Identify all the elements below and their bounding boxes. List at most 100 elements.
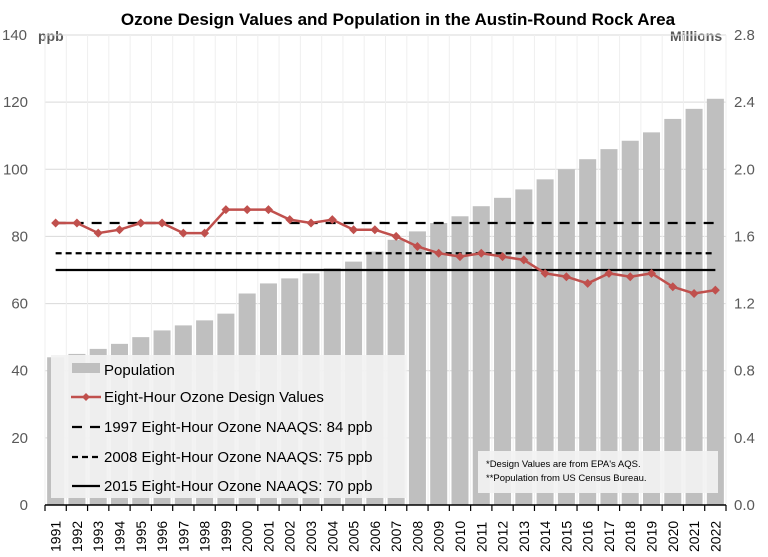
x-tick-label: 2006 bbox=[367, 521, 383, 552]
ozone-point bbox=[710, 285, 720, 295]
ozone-point bbox=[114, 225, 124, 235]
ozone-point bbox=[51, 218, 61, 228]
legend-label: Eight-Hour Ozone Design Values bbox=[104, 389, 324, 406]
x-tick-label: 2010 bbox=[452, 521, 468, 552]
population-bar bbox=[408, 231, 426, 505]
ozone-line bbox=[51, 205, 720, 298]
ozone-point bbox=[668, 282, 678, 292]
x-tick-label: 2011 bbox=[473, 522, 489, 552]
note-text: **Population from US Census Bureau. bbox=[486, 473, 647, 484]
left-tick-label: 120 bbox=[3, 94, 28, 111]
ozone-point bbox=[689, 289, 699, 298]
x-tick-label: 1995 bbox=[133, 521, 149, 552]
ozone-point bbox=[412, 242, 422, 251]
ozone-point bbox=[306, 218, 316, 228]
x-tick-label: 2008 bbox=[409, 521, 425, 552]
notes-background bbox=[478, 451, 718, 493]
population-bar bbox=[706, 98, 724, 506]
ozone-point bbox=[72, 218, 82, 228]
population-bar bbox=[685, 108, 703, 505]
left-tick-label: 0 bbox=[20, 497, 28, 514]
legend: Population Eight-Hour Ozone Design Values… bbox=[51, 355, 406, 498]
right-tick-label: 2.8 bbox=[734, 27, 755, 44]
ozone-point bbox=[221, 205, 231, 215]
x-tick-label: 2004 bbox=[324, 521, 340, 552]
x-tick-label: 2012 bbox=[495, 521, 511, 552]
ozone-point bbox=[604, 268, 614, 278]
left-tick-label: 60 bbox=[11, 296, 28, 313]
ozone-point bbox=[200, 228, 210, 238]
right-tick-label: 1.6 bbox=[734, 228, 755, 245]
right-axis-unit: Millions bbox=[670, 28, 722, 44]
x-tick-label: 1994 bbox=[111, 521, 127, 552]
x-tick-label: 2000 bbox=[239, 521, 255, 552]
ozone-series-line bbox=[55, 208, 716, 295]
population-bar bbox=[494, 197, 512, 506]
right-tick-label: 1.2 bbox=[734, 296, 755, 313]
population-bar bbox=[536, 179, 554, 505]
legend-swatch-population bbox=[72, 363, 100, 373]
left-tick-label: 100 bbox=[3, 161, 28, 178]
ozone-point bbox=[647, 268, 657, 278]
axes: 1991 1992 1993 1994 1995 1996 1997 1998 1999 2000… bbox=[2, 27, 755, 552]
x-tick-label: 2020 bbox=[665, 521, 681, 552]
population-bar bbox=[643, 132, 661, 505]
right-tick-label: 0.8 bbox=[734, 363, 755, 380]
population-bar bbox=[621, 140, 639, 505]
x-tick-label: 2016 bbox=[580, 521, 596, 552]
right-tick-label: 2.4 bbox=[734, 94, 755, 111]
x-tick-label: 1992 bbox=[69, 521, 85, 552]
left-tick-label: 20 bbox=[11, 430, 28, 447]
left-tick-label: 40 bbox=[11, 363, 28, 380]
population-bar bbox=[579, 159, 597, 505]
x-tick-label: 2014 bbox=[537, 521, 553, 552]
x-tick-label: 2018 bbox=[622, 521, 638, 552]
ozone-point bbox=[327, 215, 337, 225]
population-bar bbox=[664, 118, 682, 505]
population-bar bbox=[430, 223, 448, 505]
ozone-point bbox=[625, 272, 635, 282]
ozone-point bbox=[370, 225, 380, 235]
ozone-point bbox=[455, 252, 465, 262]
right-tick-label: 0.4 bbox=[734, 430, 755, 447]
ozone-point bbox=[561, 272, 571, 282]
population-bar bbox=[515, 189, 533, 505]
x-tick-label: 2007 bbox=[388, 521, 404, 552]
ozone-point bbox=[391, 231, 401, 241]
ozone-point bbox=[540, 268, 550, 278]
left-tick-label: 140 bbox=[2, 27, 27, 44]
x-tick-label: 2005 bbox=[346, 521, 362, 552]
right-tick-label: 0.0 bbox=[734, 497, 755, 514]
ozone-point bbox=[93, 228, 103, 238]
population-bar bbox=[451, 216, 469, 506]
ozone-point bbox=[498, 252, 508, 262]
ozone-point bbox=[285, 215, 295, 225]
ozone-point bbox=[349, 225, 359, 235]
x-tick-label: 2003 bbox=[303, 521, 319, 552]
x-tick-label: 2002 bbox=[282, 521, 298, 552]
note-text: *Design Values are from EPA's AQS. bbox=[486, 459, 641, 470]
x-tick-label: 2009 bbox=[431, 521, 447, 552]
ozone-point bbox=[476, 248, 486, 258]
ozone-point bbox=[136, 218, 146, 228]
x-tick-label: 1999 bbox=[218, 521, 234, 552]
x-tick-label: 2021 bbox=[686, 521, 702, 552]
legend-marker-ozone bbox=[82, 393, 90, 401]
x-tick-label: 1997 bbox=[175, 521, 191, 552]
chart-title: Ozone Design Values and Population in th… bbox=[121, 10, 676, 29]
notes-box: *Design Values are from EPA's AQS. **Popu… bbox=[478, 451, 718, 493]
x-tick-label: 1998 bbox=[197, 521, 213, 552]
ozone-point bbox=[583, 278, 593, 288]
x-tick-label: 2017 bbox=[601, 521, 617, 552]
ozone-point bbox=[519, 255, 529, 265]
ozone-point bbox=[434, 248, 444, 258]
legend-box bbox=[51, 355, 406, 498]
ozone-point bbox=[178, 228, 188, 238]
population-bar bbox=[472, 206, 490, 505]
left-axis-unit: ppb bbox=[38, 28, 64, 44]
legend-label: 2015 Eight-Hour Ozone NAAQS: 70 ppb bbox=[104, 478, 373, 495]
ozone-point bbox=[242, 205, 252, 215]
legend-label: 1997 Eight-Hour Ozone NAAQS: 84 ppb bbox=[104, 419, 373, 436]
x-tick-label: 1993 bbox=[90, 521, 106, 552]
